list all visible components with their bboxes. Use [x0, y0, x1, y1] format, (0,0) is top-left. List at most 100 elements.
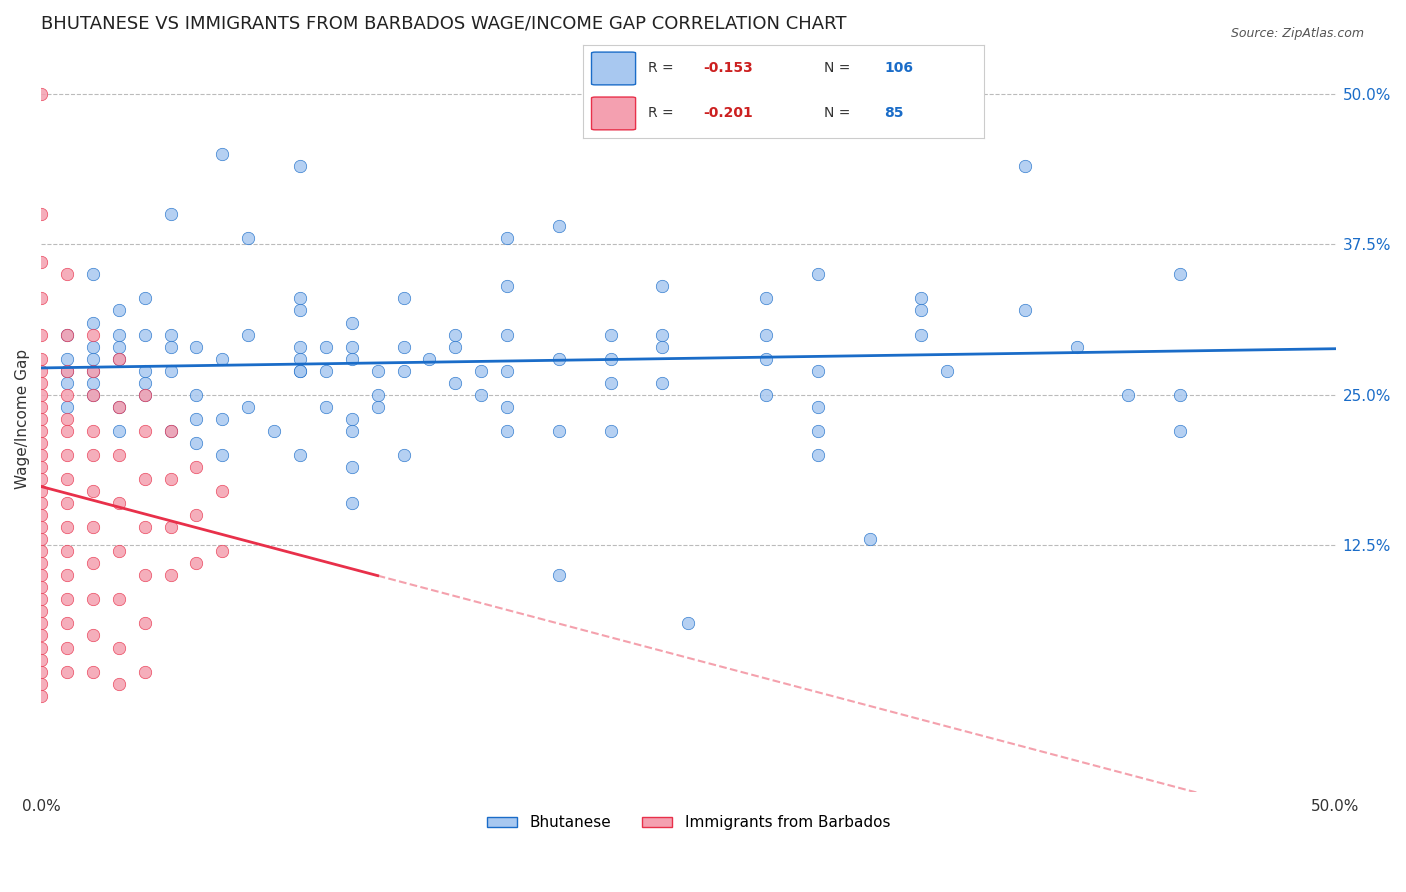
Point: [186, 388, 208, 402]
FancyBboxPatch shape: [592, 52, 636, 85]
Point: [651, 279, 673, 293]
Point: [340, 459, 363, 474]
Point: [211, 412, 233, 426]
Point: [82, 316, 104, 330]
Y-axis label: Wage/Income Gap: Wage/Income Gap: [15, 349, 30, 489]
Point: [755, 388, 778, 402]
Point: [134, 520, 156, 534]
Point: [340, 340, 363, 354]
Point: [82, 340, 104, 354]
Point: [1118, 388, 1140, 402]
Point: [159, 472, 181, 486]
Point: [159, 364, 181, 378]
Point: [107, 327, 129, 342]
Point: [30, 532, 52, 546]
Point: [496, 400, 519, 414]
Point: [159, 340, 181, 354]
Point: [56, 592, 79, 607]
Text: R =: R =: [648, 106, 678, 120]
Point: [82, 388, 104, 402]
Point: [56, 388, 79, 402]
Point: [56, 327, 79, 342]
Point: [30, 472, 52, 486]
Point: [288, 292, 311, 306]
Point: [186, 508, 208, 522]
Point: [107, 351, 129, 366]
Point: [858, 532, 880, 546]
Point: [1168, 268, 1191, 282]
Point: [30, 640, 52, 655]
Point: [807, 364, 830, 378]
Point: [1014, 303, 1036, 318]
Point: [910, 327, 932, 342]
Point: [134, 568, 156, 582]
Point: [56, 640, 79, 655]
Point: [30, 496, 52, 510]
Point: [56, 268, 79, 282]
Point: [56, 665, 79, 679]
Point: [107, 424, 129, 438]
Point: [56, 351, 79, 366]
Point: [82, 364, 104, 378]
Point: [56, 616, 79, 631]
Point: [30, 459, 52, 474]
Point: [1168, 388, 1191, 402]
Point: [444, 340, 467, 354]
Point: [159, 424, 181, 438]
Point: [30, 508, 52, 522]
Point: [30, 483, 52, 498]
Point: [82, 483, 104, 498]
Point: [30, 412, 52, 426]
Point: [30, 676, 52, 690]
Point: [56, 412, 79, 426]
Point: [651, 376, 673, 390]
Point: [134, 364, 156, 378]
Point: [134, 472, 156, 486]
Point: [496, 231, 519, 245]
Text: R =: R =: [648, 62, 678, 76]
Point: [548, 568, 571, 582]
Point: [186, 340, 208, 354]
Point: [56, 364, 79, 378]
Point: [30, 424, 52, 438]
Point: [82, 520, 104, 534]
Point: [134, 424, 156, 438]
Point: [288, 340, 311, 354]
Point: [82, 364, 104, 378]
Point: [56, 327, 79, 342]
Point: [340, 351, 363, 366]
Point: [30, 255, 52, 269]
Point: [82, 388, 104, 402]
Point: [548, 351, 571, 366]
Text: -0.153: -0.153: [704, 62, 754, 76]
Point: [82, 628, 104, 642]
Point: [910, 303, 932, 318]
Point: [470, 388, 492, 402]
Point: [30, 520, 52, 534]
Point: [367, 364, 389, 378]
Point: [82, 448, 104, 462]
Point: [1014, 159, 1036, 173]
Text: 106: 106: [884, 62, 912, 76]
Point: [30, 388, 52, 402]
Text: BHUTANESE VS IMMIGRANTS FROM BARBADOS WAGE/INCOME GAP CORRELATION CHART: BHUTANESE VS IMMIGRANTS FROM BARBADOS WA…: [41, 15, 846, 33]
Point: [107, 592, 129, 607]
Point: [807, 400, 830, 414]
Point: [134, 376, 156, 390]
Point: [211, 448, 233, 462]
Point: [134, 327, 156, 342]
Point: [288, 303, 311, 318]
Point: [340, 316, 363, 330]
Point: [82, 351, 104, 366]
Point: [288, 159, 311, 173]
Point: [82, 424, 104, 438]
Point: [30, 351, 52, 366]
Point: [496, 424, 519, 438]
Point: [1066, 340, 1088, 354]
Point: [599, 424, 621, 438]
Point: [678, 616, 700, 631]
Point: [392, 364, 415, 378]
Point: [211, 544, 233, 558]
Point: [211, 147, 233, 161]
Point: [755, 292, 778, 306]
